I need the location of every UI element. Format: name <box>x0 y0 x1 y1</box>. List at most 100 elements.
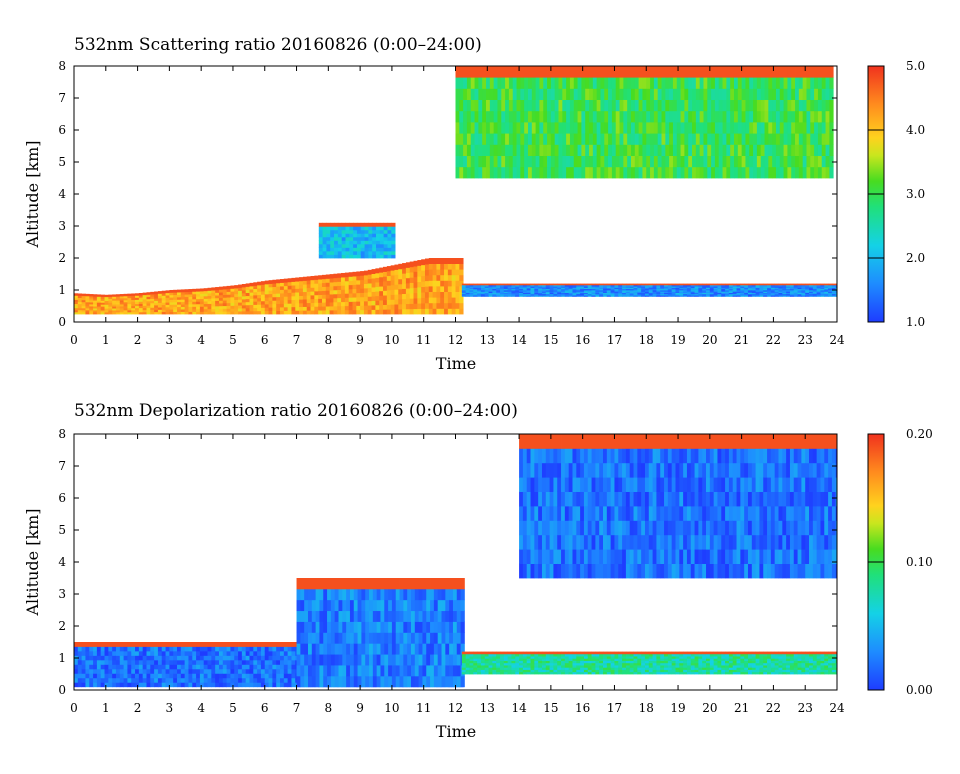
heatmap-cell <box>376 254 380 258</box>
heatmap-cell <box>580 492 584 507</box>
heatmap-cell <box>365 247 369 251</box>
heatmap-cell <box>692 167 696 179</box>
heatmap-cell <box>323 251 327 255</box>
heatmap-cell <box>459 66 463 78</box>
heatmap-cell <box>358 578 362 589</box>
heatmap-cell <box>422 611 426 622</box>
heatmap-cell <box>784 111 788 123</box>
heatmap-cell <box>410 298 414 304</box>
heatmap-cell <box>135 660 139 665</box>
heatmap-cell <box>772 77 776 89</box>
heatmap-cell <box>669 111 673 123</box>
heatmap-cell <box>520 133 524 145</box>
heatmap-cell <box>323 632 327 643</box>
heatmap-cell <box>478 144 482 156</box>
heatmap-cell <box>662 133 666 145</box>
heatmap-cell <box>169 673 173 678</box>
heatmap-cell <box>349 237 353 241</box>
heatmap-cell <box>726 66 730 78</box>
heatmap-cell <box>326 278 330 282</box>
heatmap-cell <box>358 622 362 633</box>
heatmap-cell <box>173 646 177 651</box>
heatmap-cell <box>249 664 253 669</box>
heatmap-cell <box>215 311 219 314</box>
heatmap-cell <box>394 270 398 275</box>
heatmap-cell <box>354 600 358 611</box>
heatmap-cell <box>143 646 147 651</box>
heatmap-cell <box>818 111 822 123</box>
heatmap-cell <box>394 294 398 299</box>
y-tick-label: 0 <box>58 315 66 329</box>
heatmap-cell <box>116 294 120 296</box>
heatmap-cell <box>131 664 135 669</box>
heatmap-cell <box>327 654 331 665</box>
heatmap-cell <box>673 88 677 100</box>
heatmap-cell <box>608 66 612 78</box>
heatmap-cell <box>391 304 395 309</box>
heatmap-cell <box>265 307 269 311</box>
heatmap-cell <box>738 111 742 123</box>
heatmap-cell <box>297 622 301 633</box>
heatmap-cell <box>576 549 580 564</box>
heatmap-cell <box>585 66 589 78</box>
heatmap-cell <box>490 156 494 168</box>
heatmap-cell <box>396 632 400 643</box>
heatmap-cell <box>471 144 475 156</box>
heatmap-cell <box>517 156 521 168</box>
heatmap-cell <box>323 654 327 665</box>
heatmap-cell <box>600 122 604 134</box>
heatmap-cell <box>143 673 147 678</box>
heatmap-cell <box>543 167 547 179</box>
heatmap-cell <box>654 122 658 134</box>
heatmap-cell <box>327 643 331 654</box>
heatmap-cell <box>280 660 284 665</box>
heatmap-cell <box>288 310 292 314</box>
heatmap-cell <box>291 303 295 307</box>
heatmap-cell <box>392 665 396 676</box>
heatmap-cell <box>787 77 791 89</box>
heatmap-cell <box>185 299 189 302</box>
heatmap-cell <box>181 664 185 669</box>
heatmap-cell <box>185 312 189 315</box>
heatmap-cell <box>192 669 196 674</box>
heatmap-cell <box>208 288 212 291</box>
heatmap-cell <box>505 88 509 100</box>
heatmap-cell <box>814 167 818 179</box>
heatmap-cell <box>426 600 430 611</box>
heatmap-cell <box>280 290 284 294</box>
heatmap-cell <box>768 88 772 100</box>
heatmap-cell <box>345 297 349 302</box>
heatmap-cell <box>414 282 418 288</box>
heatmap-cell <box>354 643 358 654</box>
heatmap-cell <box>539 111 543 123</box>
heatmap-cell <box>426 654 430 665</box>
heatmap-cell <box>78 293 82 295</box>
heatmap-cell <box>400 632 404 643</box>
x-tick-label: 18 <box>639 333 654 347</box>
heatmap-cell <box>230 303 234 306</box>
heatmap-cell <box>576 535 580 550</box>
heatmap-cell <box>538 492 542 507</box>
heatmap-cell <box>703 111 707 123</box>
heatmap-cell <box>584 564 588 579</box>
heatmap-cell <box>223 286 227 289</box>
heatmap-cell <box>112 664 116 669</box>
heatmap-cell <box>490 144 494 156</box>
heatmap-cell <box>353 272 357 277</box>
heatmap-cell <box>445 589 449 600</box>
heatmap-cell <box>308 654 312 665</box>
heatmap-cell <box>192 678 196 683</box>
heatmap-cell <box>353 297 357 302</box>
heatmap-cell <box>162 291 166 294</box>
heatmap-cell <box>562 144 566 156</box>
heatmap-cell <box>177 292 181 295</box>
heatmap-cell <box>440 303 444 309</box>
heatmap-cell <box>387 244 391 248</box>
heatmap-cell <box>449 643 453 654</box>
heatmap-cell <box>581 167 585 179</box>
heatmap-cell <box>595 564 599 579</box>
heatmap-cell <box>219 298 223 301</box>
heatmap-cell <box>524 88 528 100</box>
heatmap-cell <box>588 564 592 579</box>
heatmap-cell <box>414 261 418 267</box>
